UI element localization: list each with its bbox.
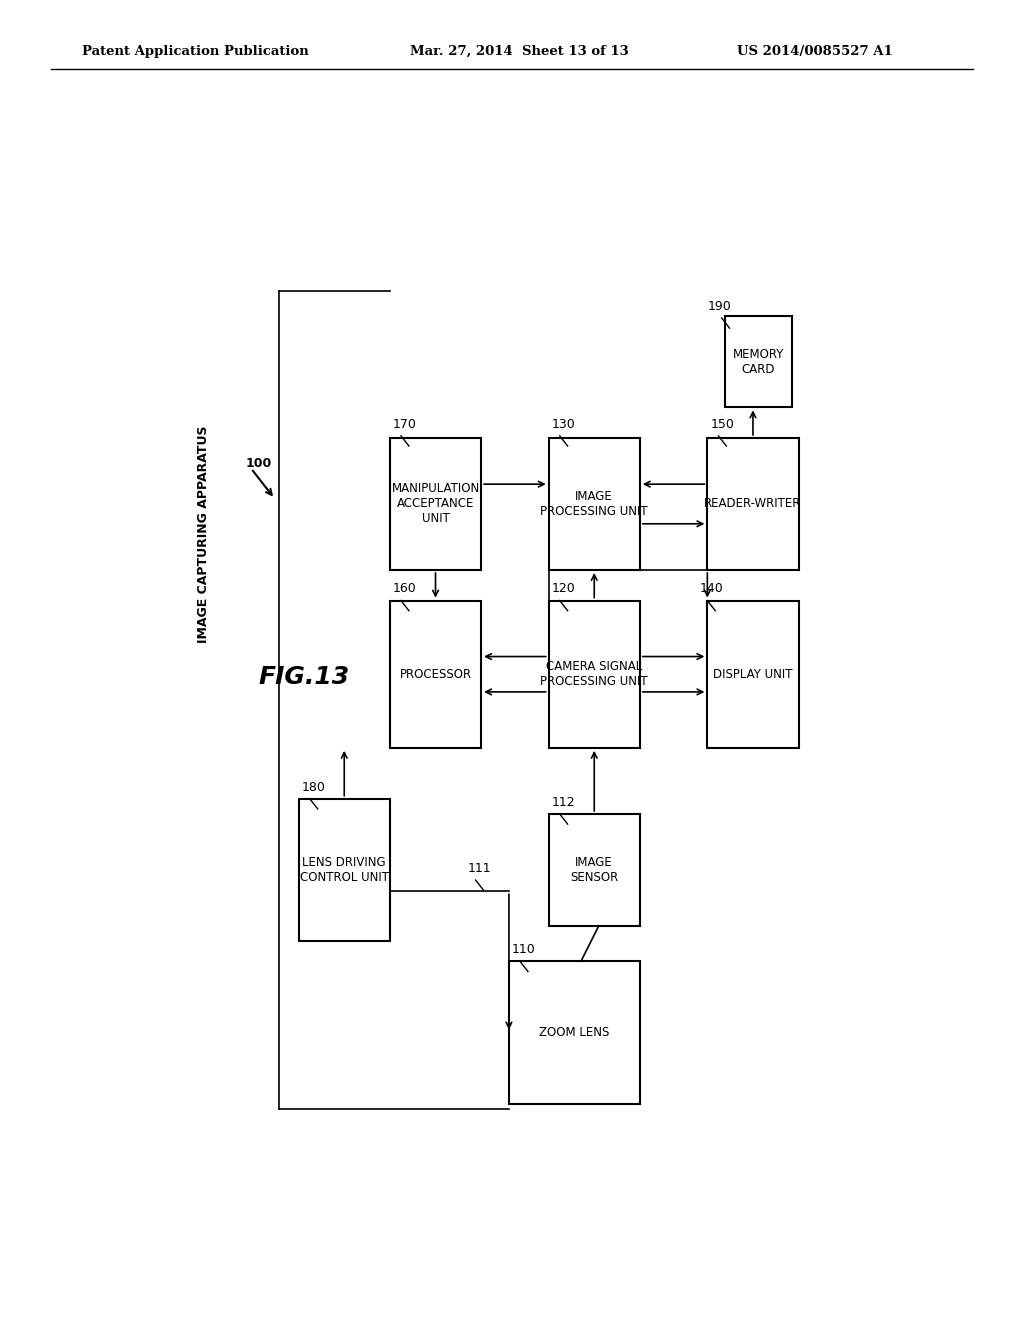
Text: 100: 100 (246, 457, 271, 470)
Text: IMAGE
SENSOR: IMAGE SENSOR (570, 855, 618, 884)
Text: 170: 170 (393, 418, 417, 430)
Bar (708, 601, 799, 748)
Text: 140: 140 (699, 582, 723, 595)
Text: 190: 190 (708, 300, 731, 313)
Text: CAMERA SIGNAL
PROCESSING UNIT: CAMERA SIGNAL PROCESSING UNIT (541, 660, 648, 688)
Text: READER-WRITER: READER-WRITER (705, 498, 802, 511)
Text: Patent Application Publication: Patent Application Publication (82, 45, 308, 58)
Text: IMAGE CAPTURING APPARATUS: IMAGE CAPTURING APPARATUS (197, 426, 210, 643)
Bar (390, 601, 481, 748)
Bar (708, 438, 799, 570)
Bar (299, 799, 390, 941)
Text: MANIPULATION
ACCEPTANCE
UNIT: MANIPULATION ACCEPTANCE UNIT (391, 483, 479, 525)
Text: ZOOM LENS: ZOOM LENS (540, 1026, 609, 1039)
Text: US 2014/0085527 A1: US 2014/0085527 A1 (737, 45, 893, 58)
Bar (509, 961, 640, 1104)
Text: DISPLAY UNIT: DISPLAY UNIT (713, 668, 793, 681)
Bar (725, 315, 793, 408)
Text: PROCESSOR: PROCESSOR (399, 668, 472, 681)
Text: 180: 180 (302, 780, 326, 793)
Text: Mar. 27, 2014  Sheet 13 of 13: Mar. 27, 2014 Sheet 13 of 13 (410, 45, 629, 58)
Text: LENS DRIVING
CONTROL UNIT: LENS DRIVING CONTROL UNIT (300, 855, 389, 884)
Text: 130: 130 (552, 418, 575, 430)
Bar (549, 438, 640, 570)
Bar (549, 601, 640, 748)
Bar (549, 814, 640, 925)
Text: 112: 112 (552, 796, 575, 809)
Text: 160: 160 (393, 582, 417, 595)
Text: FIG.13: FIG.13 (259, 665, 350, 689)
Text: 111: 111 (468, 862, 492, 875)
Text: 110: 110 (512, 944, 536, 956)
Text: 120: 120 (552, 582, 575, 595)
Text: 150: 150 (711, 418, 734, 430)
Text: MEMORY
CARD: MEMORY CARD (733, 347, 784, 376)
Text: IMAGE
PROCESSING UNIT: IMAGE PROCESSING UNIT (541, 490, 648, 517)
Bar (390, 438, 481, 570)
